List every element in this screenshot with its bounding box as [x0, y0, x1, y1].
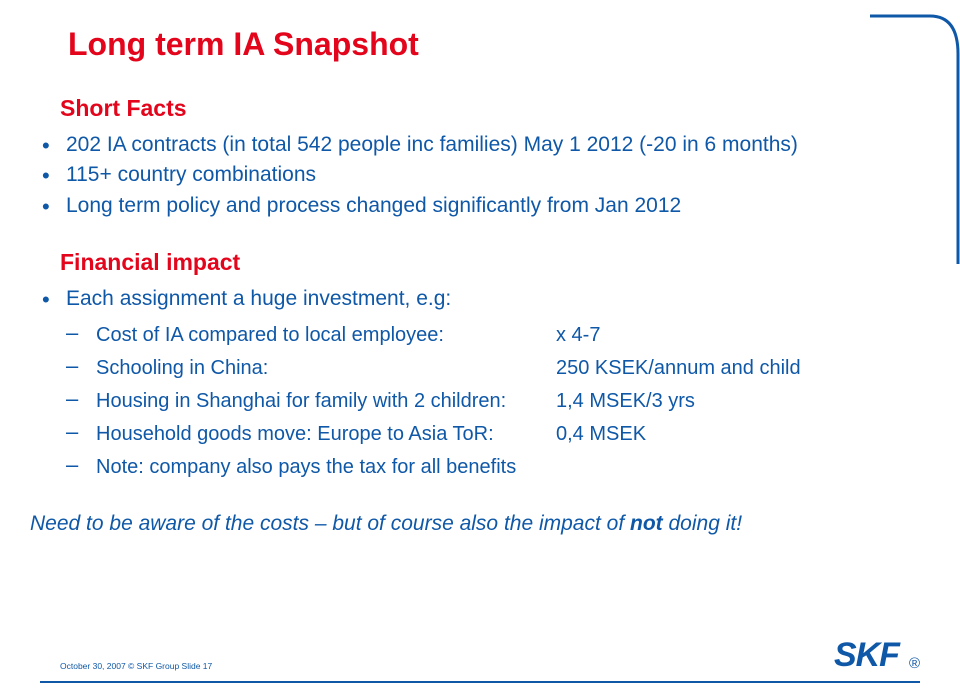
slide: Long term IA Snapshot Short Facts 202 IA…: [0, 0, 960, 695]
financial-impact-lead: Each assignment a huge investment, e.g: …: [30, 284, 900, 481]
financial-impact-row: – Household goods move: Europe to Asia T…: [66, 416, 900, 449]
financial-impact-list: Each assignment a huge investment, e.g: …: [30, 284, 900, 481]
dash-icon: –: [66, 316, 96, 349]
row-label: Cost of IA compared to local employee:: [96, 320, 556, 350]
row-label: Schooling in China:: [96, 353, 556, 383]
closing-statement: Need to be aware of the costs – but of c…: [30, 512, 900, 536]
dash-icon: –: [66, 448, 96, 481]
row-value: 250 KSEK/annum and child: [556, 353, 900, 383]
row-label: Housing in Shanghai for family with 2 ch…: [96, 386, 556, 416]
short-facts-item: 202 IA contracts (in total 542 people in…: [30, 130, 900, 160]
financial-impact-row: – Housing in Shanghai for family with 2 …: [66, 383, 900, 416]
row-label: Note: company also pays the tax for all …: [96, 452, 556, 482]
financial-impact-lead-text: Each assignment a huge investment, e.g:: [66, 287, 451, 310]
financial-impact-row: – Note: company also pays the tax for al…: [66, 449, 900, 482]
dash-icon: –: [66, 415, 96, 448]
financial-impact-row: – Schooling in China: 250 KSEK/annum and…: [66, 350, 900, 383]
closing-emphasis: not: [630, 512, 663, 535]
row-value: 0,4 MSEK: [556, 419, 900, 449]
section-financial-impact: Financial impact Each assignment a huge …: [60, 249, 900, 481]
dash-icon: –: [66, 382, 96, 415]
footer: October 30, 2007 © SKF Group Slide 17 SK…: [60, 631, 920, 675]
registered-icon: ®: [909, 655, 920, 672]
row-value: 1,4 MSEK/3 yrs: [556, 386, 900, 416]
footer-text: October 30, 2007 © SKF Group Slide 17: [60, 661, 212, 671]
short-facts-item: 115+ country combinations: [30, 160, 900, 190]
short-facts-heading: Short Facts: [60, 95, 900, 122]
closing-prefix: Need to be aware of the costs – but of c…: [30, 512, 630, 535]
short-facts-list: 202 IA contracts (in total 542 people in…: [30, 130, 900, 221]
row-label: Household goods move: Europe to Asia ToR…: [96, 419, 556, 449]
section-short-facts: Short Facts 202 IA contracts (in total 5…: [60, 95, 900, 221]
logo-text: SKF: [834, 636, 899, 675]
page-title: Long term IA Snapshot: [68, 26, 900, 63]
footer-rule: [40, 681, 920, 683]
short-facts-item: Long term policy and process changed sig…: [30, 191, 900, 221]
financial-impact-sublist: – Cost of IA compared to local employee:…: [66, 317, 900, 482]
financial-impact-heading: Financial impact: [60, 249, 900, 276]
row-value: x 4-7: [556, 320, 900, 350]
footer-logo: SKF ®: [834, 636, 920, 675]
dash-icon: –: [66, 349, 96, 382]
financial-impact-row: – Cost of IA compared to local employee:…: [66, 317, 900, 350]
closing-suffix: doing it!: [663, 512, 742, 535]
